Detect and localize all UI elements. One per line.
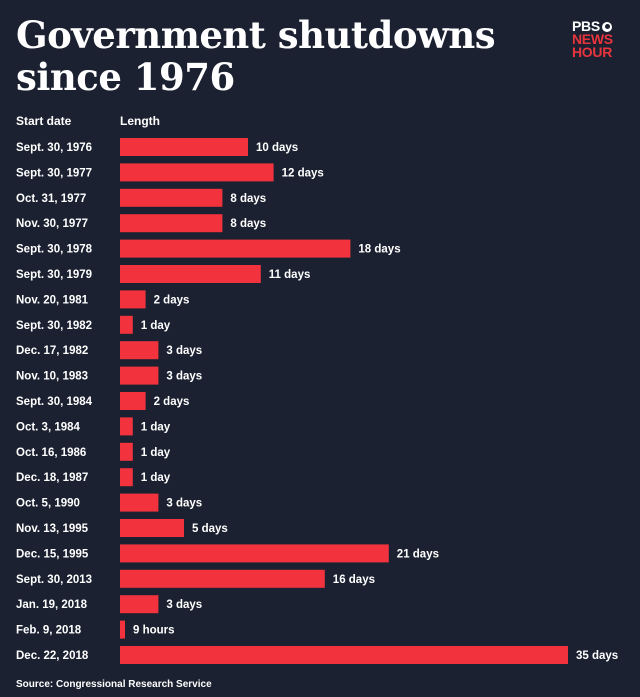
bar — [120, 468, 133, 487]
category-label: Sept. 30, 1979 — [16, 269, 92, 281]
category-label: Dec. 22, 2018 — [16, 650, 89, 662]
bar — [120, 214, 223, 233]
bar — [120, 417, 133, 436]
value-label: 3 days — [166, 345, 202, 357]
bar — [120, 392, 146, 410]
value-label: 2 days — [154, 294, 190, 306]
bar — [120, 366, 159, 385]
source-note: Source: Congressional Research Service — [16, 679, 212, 690]
start-date-column-header: Start date — [16, 114, 72, 128]
bar — [120, 163, 274, 182]
pbs-newshour-logo: PBS NEWS HOUR — [572, 18, 613, 60]
bar — [120, 188, 223, 207]
bar — [120, 315, 133, 334]
length-column-header: Length — [120, 114, 160, 128]
logo-pbs-text: PBS — [572, 18, 600, 34]
logo-hour-text: HOUR — [572, 44, 613, 60]
category-label: Oct. 16, 1986 — [16, 447, 86, 459]
value-label: 11 days — [269, 269, 311, 281]
category-label: Feb. 9, 2018 — [16, 625, 82, 637]
bar — [120, 620, 125, 639]
value-label: 3 days — [166, 498, 202, 510]
category-label: Sept. 30, 1978 — [16, 244, 93, 256]
category-label: Sept. 30, 1982 — [16, 320, 92, 332]
category-label: Oct. 5, 1990 — [16, 498, 80, 510]
bar — [120, 265, 261, 283]
value-label: 8 days — [230, 218, 266, 230]
category-label: Oct. 3, 1984 — [16, 421, 81, 433]
value-label: 1 day — [141, 472, 171, 484]
category-label: Nov. 20, 1981 — [16, 294, 89, 306]
bar — [120, 646, 568, 664]
value-label: 18 days — [358, 244, 400, 256]
value-label: 21 days — [397, 548, 439, 560]
value-label: 8 days — [230, 193, 266, 205]
bar — [120, 290, 146, 309]
value-label: 2 days — [154, 396, 190, 408]
logo-news-text: NEWS — [572, 31, 613, 47]
chart-title: Government shutdowns since 1976 — [16, 13, 496, 99]
category-label: Sept. 30, 1984 — [16, 396, 93, 408]
value-label: 5 days — [192, 523, 228, 535]
bar — [120, 519, 184, 537]
category-label: Dec. 17, 1982 — [16, 345, 88, 357]
category-label: Dec. 18, 1987 — [16, 472, 88, 484]
category-label: Sept. 30, 1977 — [16, 167, 92, 179]
value-label: 10 days — [256, 142, 298, 154]
bar — [120, 544, 389, 563]
value-label: 9 hours — [133, 625, 175, 637]
bar — [120, 595, 159, 614]
bar — [120, 341, 159, 360]
value-label: 3 days — [166, 599, 202, 611]
category-label: Nov. 10, 1983 — [16, 371, 88, 383]
value-label: 1 day — [141, 320, 171, 332]
bar — [120, 569, 325, 588]
value-label: 1 day — [141, 447, 171, 459]
value-label: 35 days — [576, 650, 618, 662]
value-label: 16 days — [333, 574, 375, 586]
category-label: Sept. 30, 2013 — [16, 574, 92, 586]
bar — [120, 138, 248, 156]
value-label: 1 day — [141, 421, 171, 433]
category-label: Nov. 13, 1995 — [16, 523, 89, 535]
bar — [120, 239, 351, 258]
category-label: Dec. 15, 1995 — [16, 548, 89, 560]
value-label: 12 days — [282, 167, 324, 179]
category-label: Oct. 31, 1977 — [16, 193, 86, 205]
category-label: Nov. 30, 1977 — [16, 218, 88, 230]
pbs-head-icon — [601, 21, 612, 32]
category-label: Jan. 19, 2018 — [16, 599, 88, 611]
category-label: Sept. 30, 1976 — [16, 142, 92, 154]
bar — [120, 493, 159, 512]
value-label: 3 days — [166, 371, 202, 383]
bar — [120, 442, 133, 461]
